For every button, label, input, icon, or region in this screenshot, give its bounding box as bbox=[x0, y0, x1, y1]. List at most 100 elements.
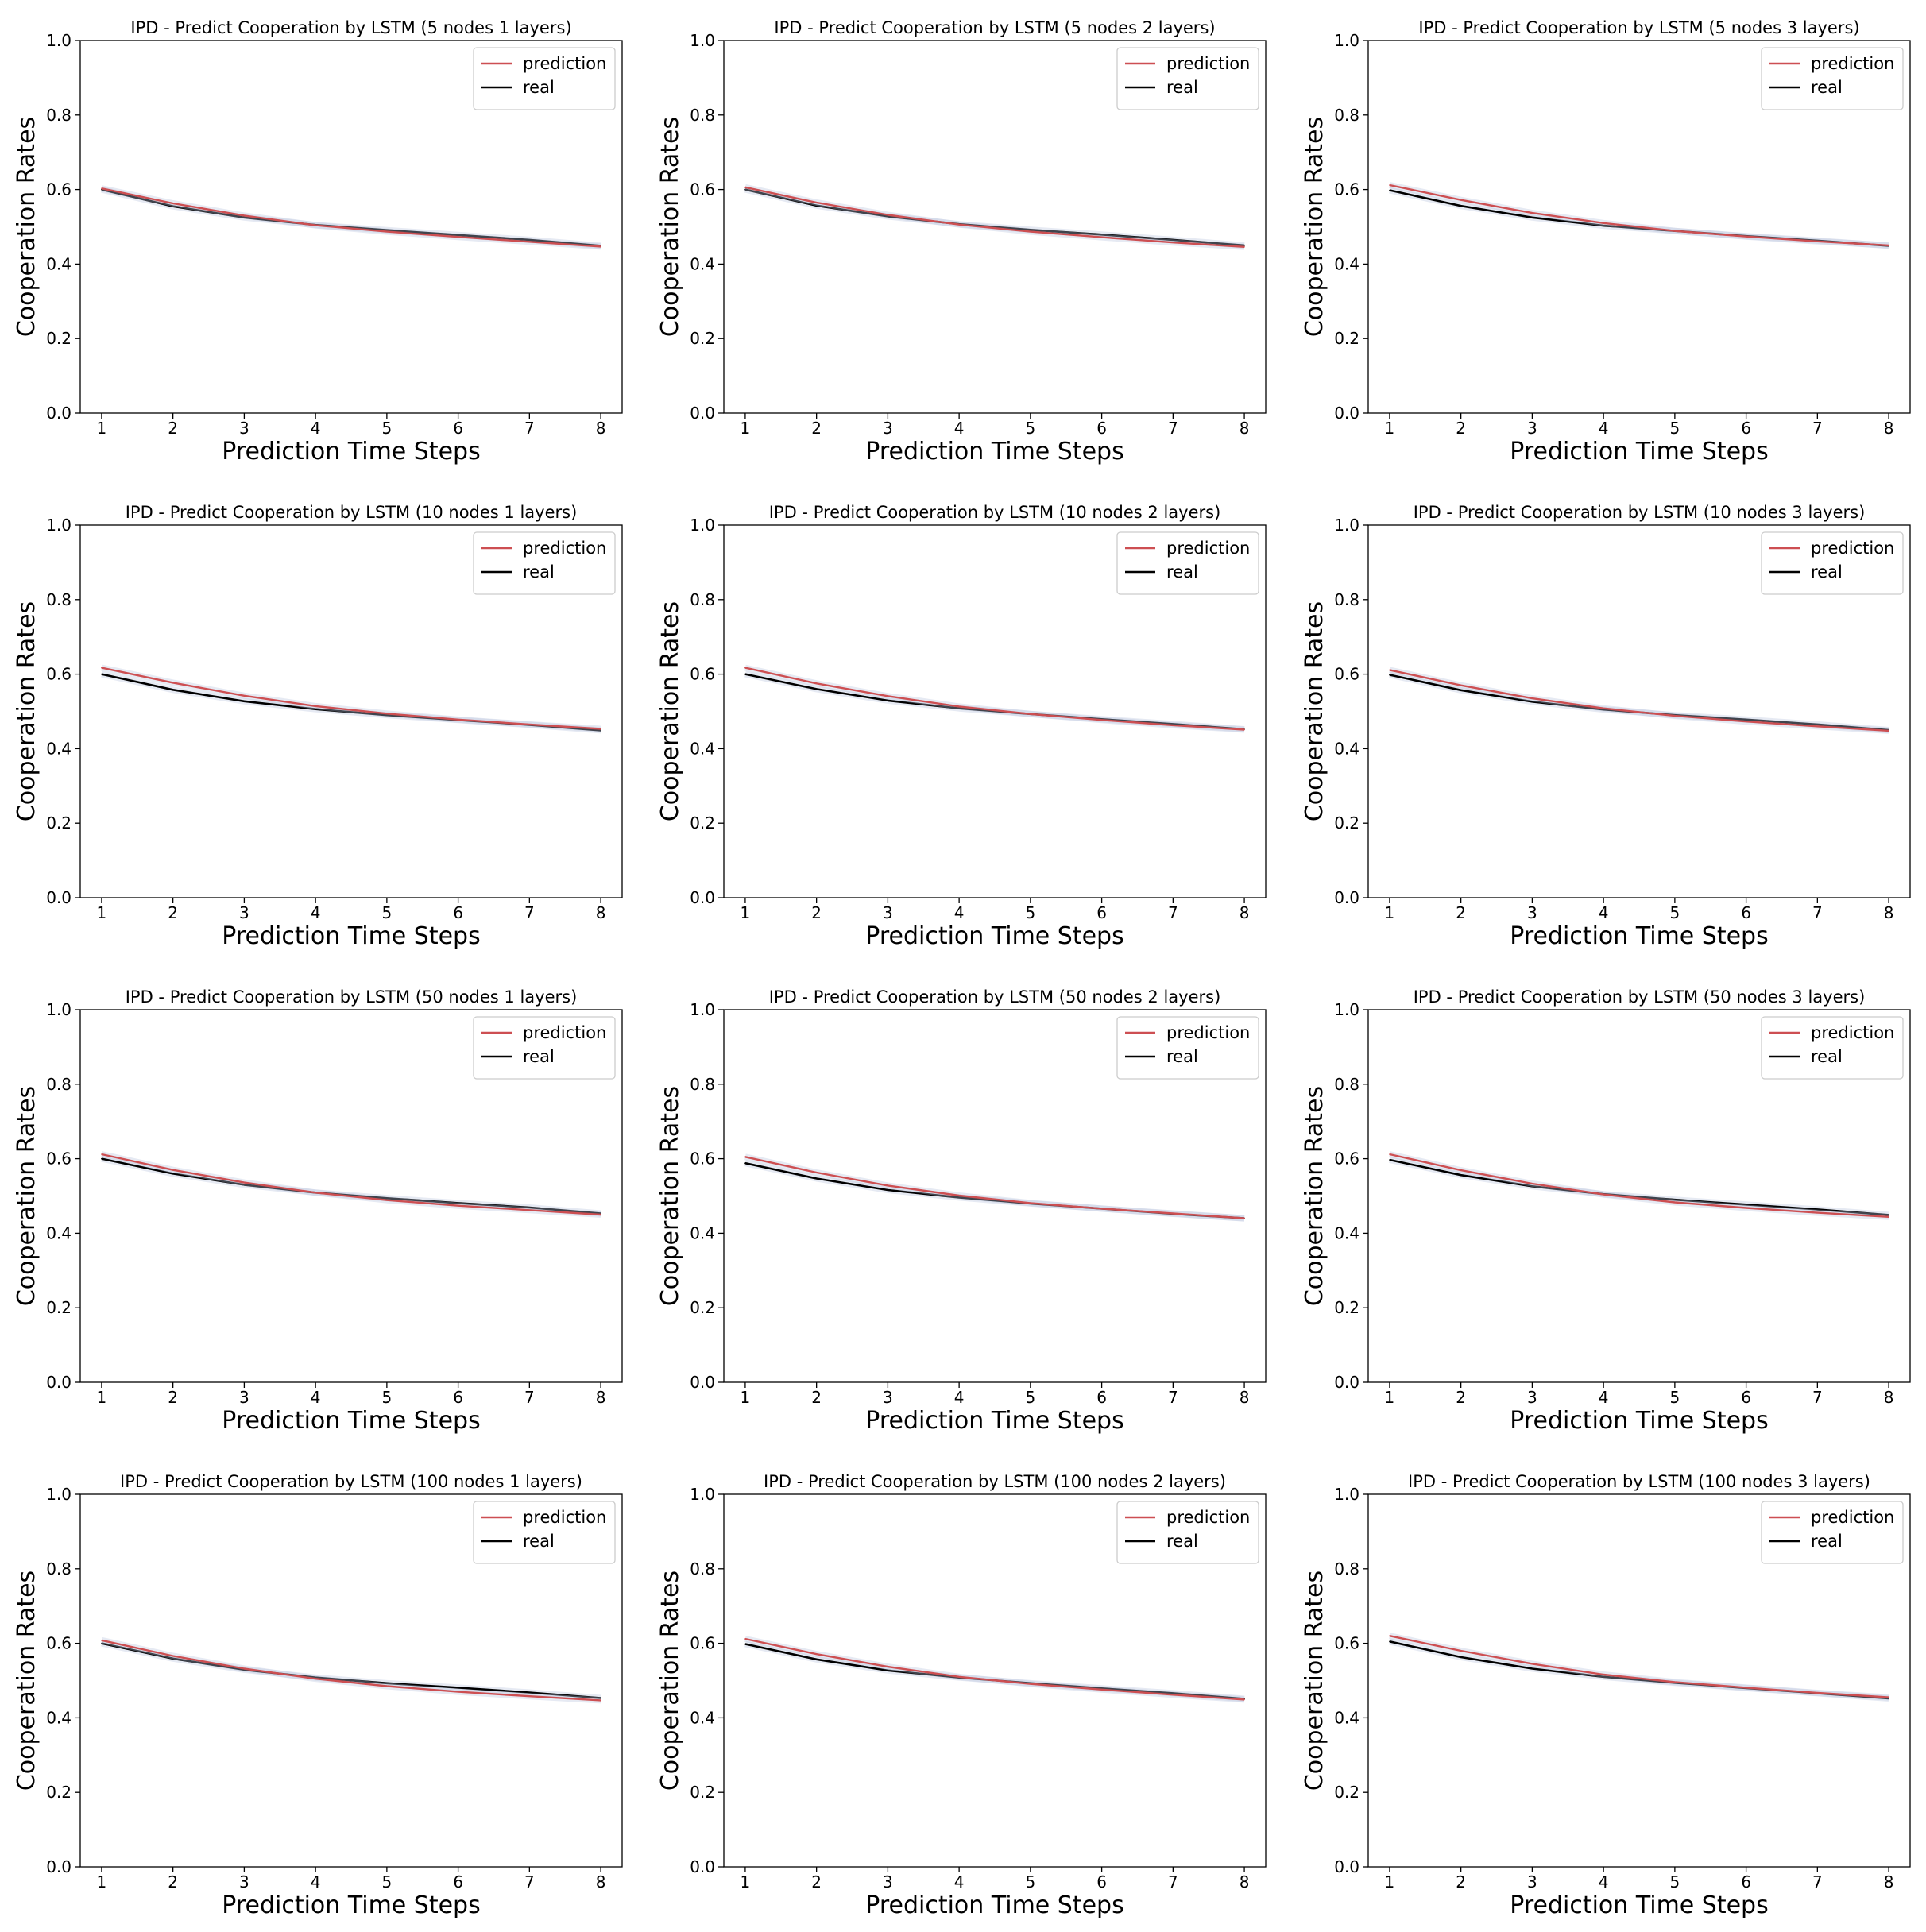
data-point-real-step-1 bbox=[744, 673, 746, 675]
data-point-real-step-3 bbox=[243, 1184, 246, 1186]
data-point-real-step-5 bbox=[1674, 1199, 1676, 1200]
data-point-real-step-6 bbox=[1745, 1204, 1747, 1206]
data-point-real-step-5 bbox=[1030, 229, 1031, 231]
data-point-prediction-step-4 bbox=[315, 1192, 316, 1194]
x-tick-label: 5 bbox=[1026, 419, 1036, 438]
x-tick-label: 1 bbox=[97, 419, 107, 438]
x-tick-label: 6 bbox=[453, 1388, 463, 1407]
y-tick-label: 0.0 bbox=[690, 888, 715, 907]
data-point-prediction-step-7 bbox=[528, 1209, 531, 1211]
data-point-prediction-step-3 bbox=[887, 214, 889, 216]
axes-frame bbox=[79, 524, 623, 898]
x-tick-label: 7 bbox=[524, 1872, 535, 1891]
x-tick-label: 2 bbox=[168, 1872, 178, 1891]
data-point-prediction-step-4 bbox=[1603, 222, 1604, 224]
y-tick-label: 0.6 bbox=[690, 1634, 715, 1653]
x-tick-label: 3 bbox=[1527, 419, 1537, 438]
legend-label-real: real bbox=[1166, 1532, 1198, 1551]
x-tick-label: 3 bbox=[1527, 1872, 1537, 1891]
x-axis-label: Prediction Time Steps bbox=[865, 1407, 1124, 1435]
y-tick-label: 1.0 bbox=[690, 1000, 715, 1019]
x-tick-label: 3 bbox=[883, 419, 893, 438]
y-tick-label: 0.4 bbox=[1334, 254, 1359, 273]
data-point-real-step-2 bbox=[172, 1173, 174, 1175]
data-point-prediction-step-3 bbox=[1531, 1183, 1533, 1184]
y-tick-label: 0.4 bbox=[1334, 1708, 1359, 1727]
legend: prediction real bbox=[1116, 1501, 1259, 1564]
data-point-prediction-step-4 bbox=[958, 705, 960, 708]
x-axis-label: Prediction Time Steps bbox=[222, 1407, 480, 1435]
y-axis-label: Cooperation Rates bbox=[656, 601, 684, 821]
y-tick-label: 0.8 bbox=[690, 590, 715, 609]
data-point-prediction-step-1 bbox=[1389, 1635, 1390, 1636]
data-point-prediction-step-3 bbox=[243, 1667, 246, 1670]
chart-panel-12: IPD - Predict Cooperation by LSTM (100 n… bbox=[1301, 1472, 1911, 1919]
x-tick-label: 1 bbox=[1385, 419, 1395, 438]
data-point-prediction-step-6 bbox=[1745, 235, 1747, 238]
x-tick-label: 5 bbox=[1026, 1872, 1036, 1891]
data-point-prediction-step-1 bbox=[1389, 1153, 1390, 1155]
x-tick-label: 7 bbox=[1168, 1388, 1178, 1407]
x-tick-label: 5 bbox=[382, 1872, 393, 1891]
data-point-prediction-step-4 bbox=[315, 224, 316, 226]
data-point-real-step-3 bbox=[1531, 1667, 1533, 1670]
data-point-real-step-1 bbox=[101, 673, 102, 675]
series-band-prediction bbox=[1389, 182, 1889, 249]
x-tick-label: 8 bbox=[596, 903, 606, 922]
x-tick-label: 6 bbox=[1741, 1388, 1751, 1407]
y-tick-label: 0.0 bbox=[1334, 888, 1359, 907]
y-axis-label: Cooperation Rates bbox=[13, 117, 41, 337]
data-point-real-step-2 bbox=[815, 205, 818, 207]
axes-frame bbox=[1367, 1009, 1911, 1383]
data-point-real-step-6 bbox=[457, 1202, 459, 1204]
data-point-real-step-3 bbox=[243, 217, 246, 218]
legend: prediction real bbox=[1116, 47, 1259, 110]
y-tick-label: 0.8 bbox=[1334, 1075, 1359, 1094]
data-point-prediction-step-6 bbox=[1745, 721, 1747, 722]
series-band-prediction bbox=[744, 1153, 1245, 1222]
y-tick-label: 0.2 bbox=[690, 329, 715, 348]
data-point-prediction-step-2 bbox=[1460, 1169, 1462, 1171]
chart-panel-11: IPD - Predict Cooperation by LSTM (100 n… bbox=[656, 1472, 1267, 1919]
data-point-real-step-8 bbox=[600, 729, 601, 732]
x-tick-label: 4 bbox=[1599, 1872, 1609, 1891]
y-tick-label: 0.4 bbox=[46, 739, 72, 758]
x-tick-label: 5 bbox=[382, 903, 393, 922]
x-tick-label: 4 bbox=[311, 903, 321, 922]
x-tick-label: 6 bbox=[1096, 903, 1107, 922]
data-point-real-step-2 bbox=[815, 1177, 818, 1180]
series-line-prediction bbox=[101, 1639, 601, 1702]
data-point-prediction-step-7 bbox=[528, 241, 531, 243]
data-point-real-step-1 bbox=[1389, 1159, 1390, 1161]
data-point-real-step-3 bbox=[887, 1189, 889, 1191]
chart-title: IPD - Predict Cooperation by LSTM (100 n… bbox=[764, 1472, 1226, 1491]
legend-label-real: real bbox=[523, 78, 555, 97]
data-point-real-step-7 bbox=[1816, 724, 1819, 725]
x-axis-label: Prediction Time Steps bbox=[1510, 1407, 1768, 1435]
x-tick-label: 7 bbox=[1812, 903, 1823, 922]
x-tick-label: 4 bbox=[1599, 419, 1609, 438]
x-tick-label: 5 bbox=[1670, 1872, 1680, 1891]
y-tick-label: 0.2 bbox=[690, 1783, 715, 1802]
x-axis-label: Prediction Time Steps bbox=[1510, 438, 1768, 466]
y-tick-label: 0.2 bbox=[1334, 329, 1359, 348]
y-tick-label: 0.0 bbox=[690, 1373, 715, 1392]
x-axis-label: Prediction Time Steps bbox=[222, 922, 480, 950]
data-point-prediction-step-2 bbox=[815, 1653, 818, 1655]
y-tick-label: 0.0 bbox=[690, 404, 715, 423]
data-point-prediction-step-3 bbox=[1531, 697, 1533, 699]
x-axis-label: Prediction Time Steps bbox=[865, 922, 1124, 950]
data-point-prediction-step-6 bbox=[457, 236, 459, 238]
y-tick-label: 0.2 bbox=[46, 1783, 72, 1802]
data-point-prediction-step-5 bbox=[1030, 1683, 1031, 1685]
y-tick-label: 0.4 bbox=[690, 739, 715, 758]
data-point-prediction-step-7 bbox=[1172, 242, 1174, 244]
data-point-prediction-step-5 bbox=[1674, 230, 1676, 232]
x-tick-label: 2 bbox=[811, 903, 822, 922]
y-axis-label: Cooperation Rates bbox=[13, 1086, 41, 1306]
y-tick-label: 0.8 bbox=[690, 1559, 715, 1578]
series-line-real bbox=[744, 188, 1245, 247]
legend: prediction real bbox=[1761, 1016, 1904, 1080]
data-point-prediction-step-2 bbox=[815, 682, 818, 685]
series-line-prediction bbox=[101, 1153, 601, 1216]
